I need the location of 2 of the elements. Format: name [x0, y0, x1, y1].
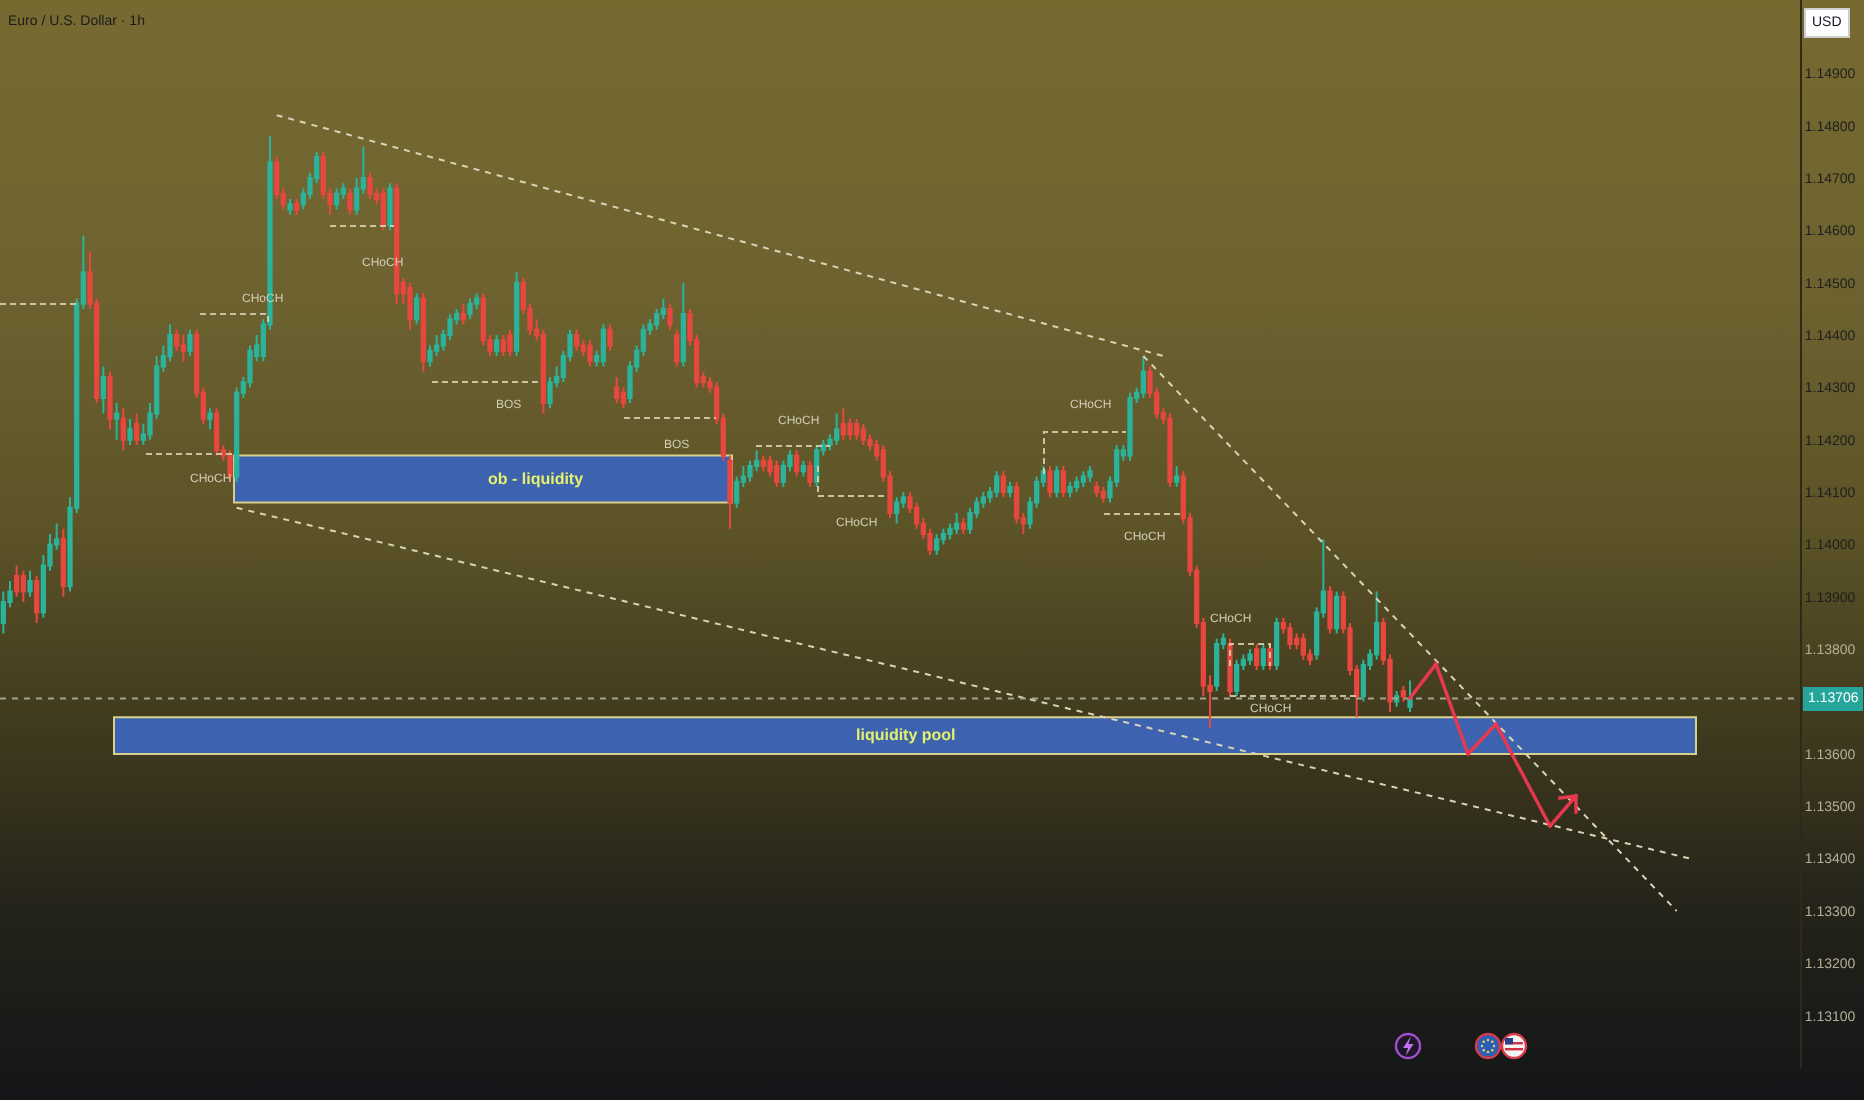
band-label: ob - liquidity — [488, 470, 585, 488]
band-label: liquidity pool — [856, 726, 956, 744]
